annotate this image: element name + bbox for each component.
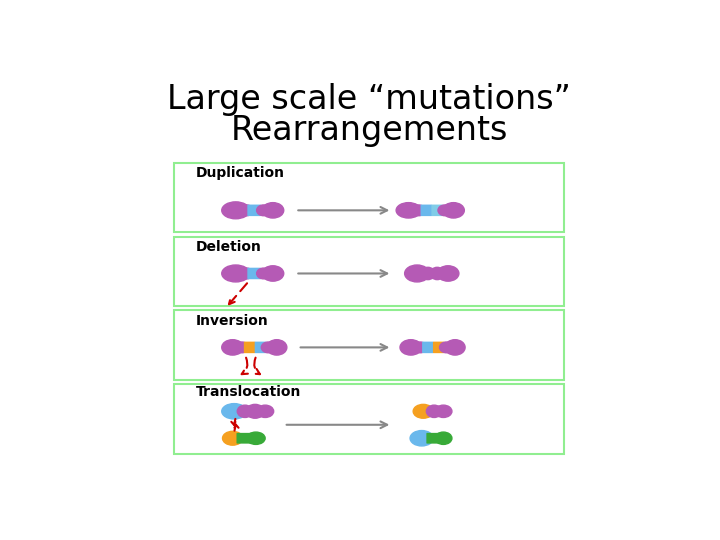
- Ellipse shape: [413, 404, 433, 418]
- Text: Large scale “mutations”: Large scale “mutations”: [167, 83, 571, 116]
- Ellipse shape: [405, 265, 429, 282]
- Text: Translocation: Translocation: [195, 385, 301, 399]
- Ellipse shape: [222, 403, 246, 419]
- Ellipse shape: [438, 205, 452, 215]
- FancyBboxPatch shape: [255, 342, 266, 353]
- Ellipse shape: [256, 268, 271, 279]
- FancyBboxPatch shape: [244, 342, 256, 353]
- Ellipse shape: [410, 430, 433, 446]
- Ellipse shape: [222, 202, 250, 219]
- Ellipse shape: [262, 266, 284, 281]
- FancyBboxPatch shape: [433, 342, 444, 353]
- FancyBboxPatch shape: [420, 205, 432, 216]
- Ellipse shape: [400, 340, 422, 355]
- Text: Duplication: Duplication: [195, 166, 284, 180]
- Ellipse shape: [222, 265, 250, 282]
- Ellipse shape: [412, 205, 426, 215]
- Ellipse shape: [266, 340, 287, 355]
- Ellipse shape: [445, 340, 465, 355]
- Ellipse shape: [439, 342, 454, 353]
- FancyBboxPatch shape: [431, 205, 443, 216]
- FancyBboxPatch shape: [422, 342, 433, 353]
- Ellipse shape: [396, 202, 421, 218]
- Ellipse shape: [262, 202, 284, 218]
- Ellipse shape: [421, 267, 435, 280]
- Ellipse shape: [256, 405, 274, 417]
- FancyBboxPatch shape: [236, 433, 253, 444]
- Ellipse shape: [426, 405, 442, 417]
- Ellipse shape: [240, 205, 253, 215]
- FancyBboxPatch shape: [426, 433, 442, 444]
- FancyBboxPatch shape: [248, 268, 261, 279]
- Ellipse shape: [235, 342, 249, 353]
- Text: Rearrangements: Rearrangements: [230, 114, 508, 147]
- Ellipse shape: [261, 342, 275, 353]
- Text: Inversion: Inversion: [195, 314, 268, 328]
- Ellipse shape: [246, 404, 264, 418]
- Ellipse shape: [238, 405, 253, 417]
- Ellipse shape: [443, 202, 464, 218]
- Text: Deletion: Deletion: [195, 240, 261, 254]
- Ellipse shape: [437, 266, 459, 281]
- FancyBboxPatch shape: [248, 205, 261, 216]
- Ellipse shape: [240, 268, 253, 279]
- Ellipse shape: [413, 342, 427, 353]
- Ellipse shape: [431, 267, 444, 280]
- Ellipse shape: [435, 432, 452, 444]
- Ellipse shape: [222, 340, 243, 355]
- Ellipse shape: [256, 205, 271, 215]
- Ellipse shape: [222, 431, 243, 445]
- Ellipse shape: [435, 405, 452, 417]
- Ellipse shape: [246, 432, 265, 444]
